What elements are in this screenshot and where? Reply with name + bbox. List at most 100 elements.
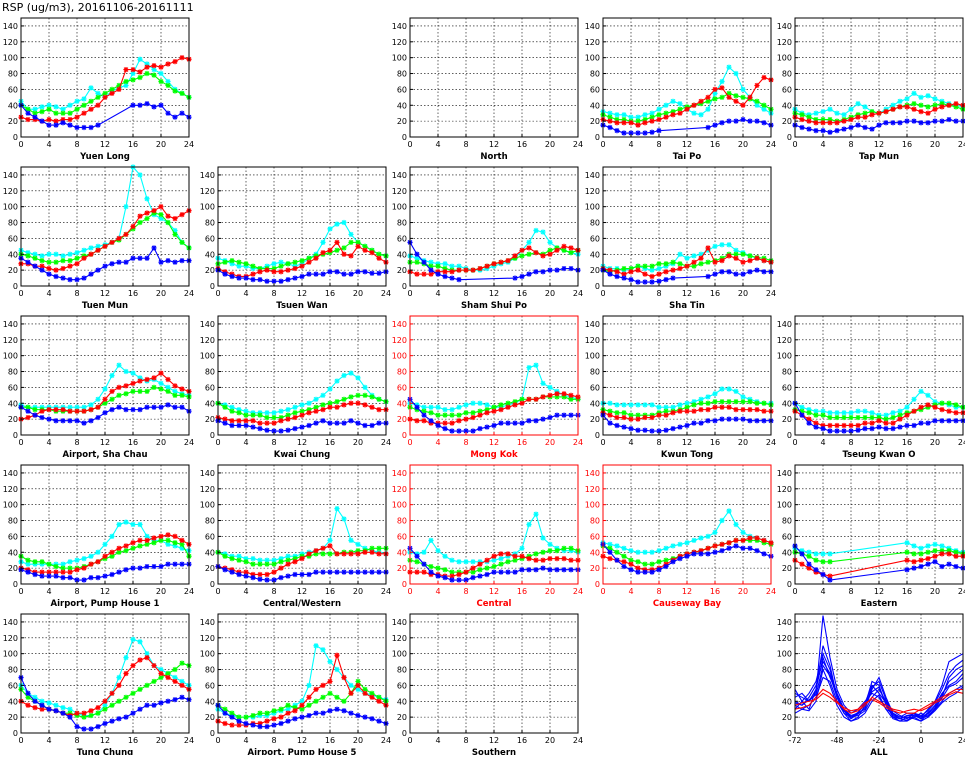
data-point bbox=[747, 258, 753, 264]
data-point bbox=[505, 258, 511, 264]
data-point bbox=[334, 420, 340, 426]
data-point bbox=[561, 394, 567, 400]
data-point bbox=[449, 407, 455, 413]
chart-title: Tseung Kwan O bbox=[842, 450, 915, 460]
data-point bbox=[628, 548, 634, 554]
data-point bbox=[890, 106, 896, 112]
data-point bbox=[236, 714, 242, 720]
data-point bbox=[547, 541, 553, 547]
data-point bbox=[663, 408, 669, 414]
data-point bbox=[369, 690, 375, 696]
data-point bbox=[334, 239, 340, 245]
x-tick-label: 0 bbox=[407, 587, 412, 596]
data-point bbox=[278, 575, 284, 581]
data-point bbox=[320, 418, 326, 424]
x-tick-label: 20 bbox=[156, 587, 166, 596]
data-point bbox=[313, 698, 319, 704]
data-point bbox=[355, 541, 361, 547]
data-point bbox=[362, 569, 368, 575]
chart-title: Airport, Sha Chau bbox=[63, 450, 148, 460]
data-point bbox=[526, 396, 532, 402]
data-point bbox=[421, 569, 427, 575]
data-point bbox=[635, 565, 641, 571]
data-point bbox=[414, 271, 420, 277]
data-point bbox=[109, 86, 115, 92]
data-point bbox=[102, 541, 108, 547]
data-point bbox=[820, 571, 826, 578]
data-point bbox=[428, 537, 434, 543]
data-point bbox=[81, 247, 87, 253]
y-tick-label: 40 bbox=[205, 399, 215, 408]
data-point bbox=[656, 412, 662, 418]
data-point bbox=[292, 410, 298, 416]
data-point bbox=[341, 396, 347, 402]
data-point bbox=[813, 116, 819, 123]
data-point bbox=[376, 694, 382, 700]
y-tick-label: 140 bbox=[3, 618, 18, 627]
series-line bbox=[215, 400, 389, 426]
y-tick-label: 80 bbox=[8, 368, 18, 377]
data-point bbox=[32, 255, 38, 261]
x-tick-label: 4 bbox=[46, 438, 51, 447]
data-point bbox=[229, 422, 235, 429]
data-point bbox=[327, 420, 333, 426]
data-point bbox=[649, 428, 655, 434]
data-point bbox=[628, 416, 634, 422]
x-tick-label: 16 bbox=[517, 736, 527, 745]
data-point bbox=[102, 720, 108, 727]
y-tick-label: 20 bbox=[8, 564, 18, 573]
data-point bbox=[848, 106, 854, 112]
data-point bbox=[320, 551, 326, 557]
data-point bbox=[292, 275, 298, 281]
data-point bbox=[684, 553, 690, 559]
data-point bbox=[81, 565, 87, 571]
data-point bbox=[712, 86, 718, 92]
y-tick-label: 0 bbox=[13, 431, 18, 440]
data-point bbox=[740, 545, 746, 551]
data-point bbox=[614, 402, 620, 408]
x-tick-label: 4 bbox=[435, 438, 440, 447]
data-point bbox=[663, 269, 669, 275]
data-point bbox=[670, 109, 676, 115]
data-point bbox=[179, 392, 185, 398]
data-point bbox=[621, 545, 627, 551]
data-point bbox=[306, 410, 312, 416]
data-point bbox=[165, 537, 171, 543]
data-point bbox=[144, 655, 150, 661]
data-point bbox=[684, 422, 690, 429]
data-point bbox=[733, 251, 739, 257]
data-point bbox=[81, 110, 87, 116]
data-point bbox=[179, 90, 185, 96]
y-tick-label: 0 bbox=[595, 133, 600, 142]
series-line bbox=[794, 691, 964, 714]
x-tick-label: 20 bbox=[930, 587, 940, 596]
data-point bbox=[477, 412, 483, 418]
data-point bbox=[628, 269, 634, 275]
data-point bbox=[53, 702, 59, 708]
data-point bbox=[705, 98, 711, 104]
data-point bbox=[60, 116, 66, 123]
series-line bbox=[18, 245, 192, 283]
data-point bbox=[313, 710, 319, 716]
data-point bbox=[649, 414, 655, 421]
data-point bbox=[519, 545, 525, 551]
data-point bbox=[834, 110, 840, 116]
x-tick-label: 12 bbox=[489, 736, 499, 745]
data-point bbox=[607, 541, 613, 547]
data-point bbox=[421, 259, 427, 265]
data-point bbox=[60, 561, 66, 567]
data-point bbox=[470, 575, 476, 581]
data-point bbox=[222, 271, 228, 277]
data-point bbox=[740, 102, 746, 108]
data-point bbox=[421, 271, 427, 277]
y-tick-label: 80 bbox=[590, 368, 600, 377]
data-point bbox=[74, 98, 80, 104]
data-point bbox=[348, 370, 354, 376]
x-tick-label: 12 bbox=[874, 140, 884, 149]
y-tick-label: 140 bbox=[392, 469, 407, 478]
data-point bbox=[299, 702, 305, 708]
data-point bbox=[670, 426, 676, 432]
x-tick-label: 8 bbox=[656, 438, 661, 447]
x-tick-label: 24 bbox=[573, 438, 583, 447]
data-point bbox=[172, 678, 178, 685]
